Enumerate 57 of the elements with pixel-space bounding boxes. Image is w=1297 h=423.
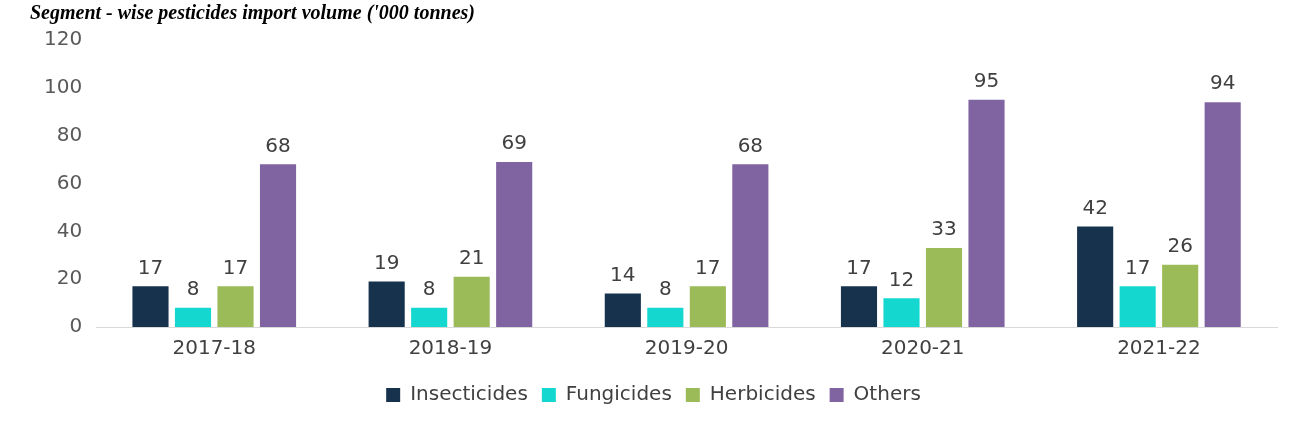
legend-label: Others	[853, 381, 921, 406]
data-label: 95	[973, 67, 1000, 92]
bar	[174, 307, 212, 327]
y-tick-label: 100	[43, 74, 83, 99]
x-tick-label: 2021-22	[1117, 335, 1201, 360]
data-label: 17	[222, 254, 249, 279]
data-label: 17	[695, 254, 721, 279]
x-tick-label: 2018-19	[408, 335, 493, 360]
x-tick-label: 2020-21	[880, 335, 965, 360]
bar	[496, 161, 533, 327]
bar	[1077, 226, 1114, 327]
data-label: 8	[186, 276, 200, 301]
bar	[132, 286, 169, 327]
legend-label: Fungicides	[565, 381, 672, 406]
y-tick-label: 0	[69, 313, 83, 338]
y-tick-label: 40	[56, 217, 83, 242]
bar	[411, 307, 448, 327]
bar	[732, 164, 769, 327]
data-label: 68	[265, 132, 291, 157]
bar	[647, 307, 684, 327]
bar	[968, 99, 1005, 327]
chart-title: Segment - wise pesticides import volume ('000 tonnes)	[30, 1, 475, 25]
bar	[925, 248, 963, 327]
data-label: 17	[137, 254, 164, 279]
data-label: 26	[1167, 233, 1193, 258]
bar	[604, 293, 641, 327]
x-tick-label: 2017-18	[172, 335, 257, 360]
y-tick-label: 120	[43, 26, 83, 51]
bar	[217, 286, 254, 327]
bar	[840, 286, 878, 327]
bar	[368, 281, 405, 327]
bar	[883, 298, 920, 327]
data-label: 69	[501, 130, 527, 155]
data-label: 94	[1209, 70, 1236, 95]
x-tick-label: 2019-20	[644, 335, 729, 360]
bar	[453, 276, 490, 327]
data-label: 14	[610, 261, 636, 286]
bar	[1204, 102, 1241, 327]
data-label: 42	[1082, 194, 1108, 219]
data-label: 21	[458, 244, 485, 269]
data-label: 68	[737, 132, 764, 157]
y-tick-label: 80	[56, 121, 83, 146]
data-label: 12	[888, 266, 915, 291]
bar	[1162, 264, 1199, 327]
y-tick-label: 60	[56, 169, 83, 194]
bar	[1119, 286, 1156, 327]
bar	[259, 164, 297, 327]
legend-label: Insecticides	[410, 381, 528, 406]
bar	[689, 286, 726, 327]
data-label: 8	[422, 276, 436, 301]
data-label: 8	[658, 276, 672, 301]
data-label: 19	[373, 249, 400, 274]
y-tick-label: 20	[56, 265, 83, 290]
legend-label: Herbicides	[709, 381, 816, 406]
data-label: 17	[846, 254, 872, 279]
data-label: 17	[1124, 254, 1151, 279]
data-label: 33	[931, 216, 957, 241]
